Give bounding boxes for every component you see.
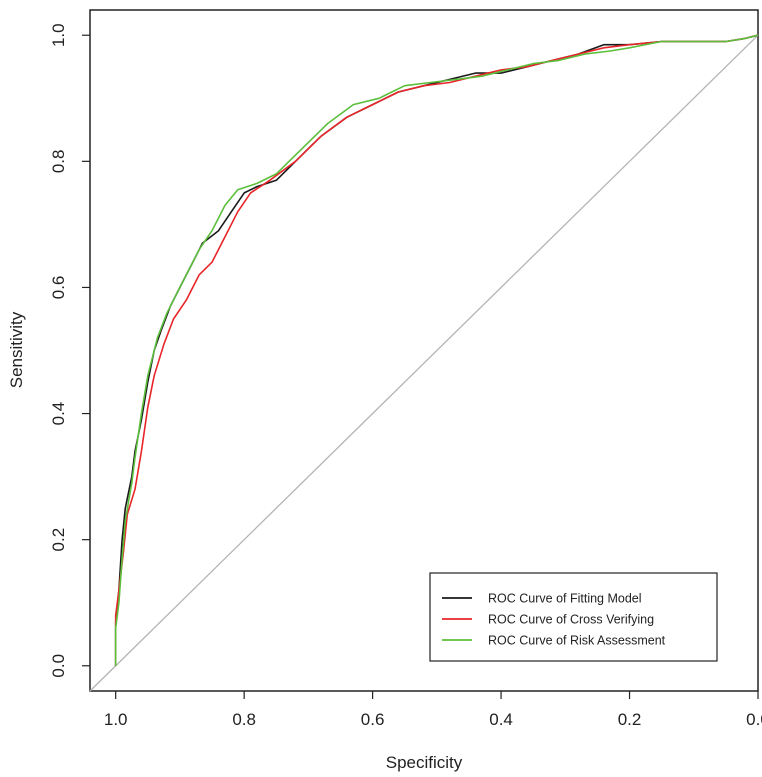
series-layer [114, 34, 759, 666]
x-tick-label: 0.0 [746, 710, 762, 729]
legend: ROC Curve of Fitting Model ROC Curve of C… [429, 572, 718, 662]
plot-frame [89, 9, 759, 692]
series-line-2 [114, 34, 759, 666]
reference-line-layer [89, 34, 759, 692]
x-tick-label: 0.6 [361, 710, 385, 729]
legend-label-1: ROC Curve of Fitting Model [488, 592, 642, 606]
reference-diagonal-line [89, 34, 759, 692]
y-tick-label: 0.0 [49, 654, 68, 678]
y-tick-label: 0.8 [49, 150, 68, 174]
y-tick-label: 1.0 [49, 23, 68, 47]
y-axis-title: Sensitivity [7, 311, 26, 388]
x-tick-label: 1.0 [104, 710, 128, 729]
x-axis-title: Specificity [386, 753, 463, 772]
y-axis: 0.0 0.2 0.4 0.6 0.8 1.0 [49, 23, 90, 678]
legend-label-3: ROC Curve of Risk Assessment [488, 634, 666, 648]
y-tick-label: 0.2 [49, 528, 68, 552]
legend-label-2: ROC Curve of Cross Verifying [488, 613, 654, 627]
x-axis: 1.0 0.8 0.6 0.4 0.2 0.0 [104, 691, 762, 729]
x-tick-label: 0.4 [489, 710, 513, 729]
y-tick-label: 0.6 [49, 276, 68, 300]
x-tick-label: 0.8 [232, 710, 256, 729]
legend-box [429, 572, 718, 662]
y-tick-label: 0.4 [49, 402, 68, 426]
x-tick-label: 0.2 [618, 710, 642, 729]
series-line-3 [114, 34, 759, 666]
